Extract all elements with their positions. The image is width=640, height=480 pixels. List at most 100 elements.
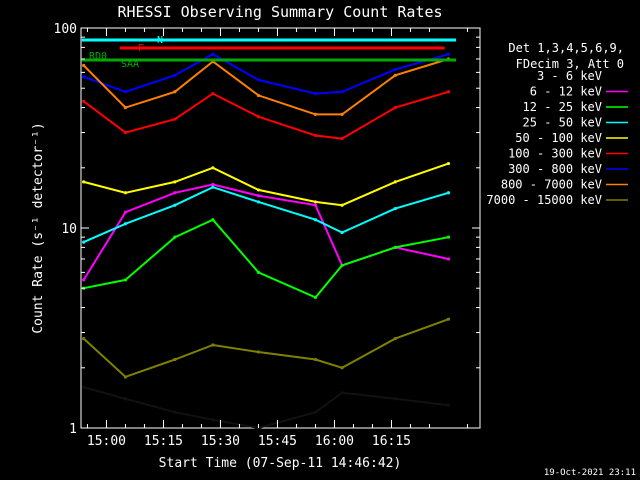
data-point [256, 115, 261, 119]
data-point [313, 112, 318, 116]
data-point [256, 194, 261, 198]
data-point [173, 357, 177, 362]
data-point [123, 210, 128, 214]
annotation-label: N [157, 35, 163, 46]
data-point [256, 93, 261, 98]
data-point [173, 235, 177, 239]
data-point [123, 130, 128, 135]
timestamp: 19-Oct-2021 23:11 [544, 468, 636, 478]
data-point [82, 385, 86, 389]
data-point [82, 75, 86, 79]
axis-layer: 1 10 100 15:00 15:15 15:30 15:45 16:00 16:15 [54, 22, 480, 449]
data-point [123, 191, 128, 195]
x-tick-label: 15:00 [87, 434, 126, 449]
data-point [446, 191, 451, 195]
data-point [313, 200, 318, 204]
data-point [256, 350, 261, 354]
data-point [340, 366, 344, 370]
data-point [211, 52, 215, 56]
data-point [446, 403, 451, 407]
annotation-layer: N F RD0 SAA [81, 35, 457, 70]
data-point [313, 295, 318, 299]
x-tick-label: 15:15 [144, 434, 183, 449]
data-point [340, 263, 344, 268]
data-point [446, 235, 451, 239]
legend-label: 3 - 6 keV [537, 69, 602, 83]
annotation-label: SAA [121, 59, 139, 70]
legend-label: 7000 - 15000 keV [486, 193, 602, 207]
data-point [340, 230, 344, 235]
data-point [446, 317, 451, 321]
y-tick-label: 1 [69, 422, 77, 437]
data-point [340, 391, 344, 395]
data-point [313, 91, 318, 96]
legend-title: Det 1,3,4,5,6,9, [508, 41, 624, 55]
legend-label: 25 - 50 keV [523, 116, 602, 130]
data-point [173, 73, 177, 77]
y-tick-label: 100 [54, 22, 77, 37]
data-point [393, 180, 397, 184]
x-tick-label: 15:30 [201, 434, 240, 449]
legend-label: 300 - 800 keV [508, 162, 602, 176]
data-point [393, 397, 397, 401]
data-point [211, 418, 215, 422]
data-point [313, 218, 318, 222]
data-point [211, 218, 215, 222]
annotation-label: F [138, 43, 144, 54]
data-point [82, 180, 86, 184]
data-point [313, 410, 318, 414]
data-point [173, 90, 177, 94]
data-point [123, 105, 128, 110]
series-line-4 [83, 162, 449, 207]
data-point [82, 99, 86, 103]
data-point [393, 207, 397, 211]
data-point [211, 343, 215, 347]
data-point [211, 185, 215, 189]
data-point [313, 133, 318, 138]
series-layer [82, 52, 451, 430]
data-point [173, 191, 177, 195]
series-line-8 [83, 318, 449, 379]
data-point [256, 78, 261, 82]
series-line-1 [82, 183, 449, 281]
data-point [173, 180, 177, 184]
data-point [82, 240, 86, 244]
data-point [393, 73, 397, 77]
data-point [256, 188, 261, 192]
data-point [340, 90, 344, 94]
data-point [446, 257, 451, 261]
annotation-label: RD0 [89, 51, 107, 62]
series-line-3 [83, 186, 449, 244]
x-tick-label: 16:00 [315, 434, 354, 449]
data-point [173, 203, 177, 207]
data-point [446, 90, 451, 94]
data-point [82, 336, 86, 341]
legend-label: 100 - 300 keV [508, 147, 602, 161]
data-point [82, 63, 86, 68]
data-point [446, 161, 451, 166]
plot-frame [80, 27, 481, 429]
data-point [313, 357, 318, 362]
data-point [211, 182, 215, 187]
data-point [340, 136, 344, 141]
legend-label: 800 - 7000 keV [501, 178, 602, 192]
data-point [340, 112, 344, 116]
data-point [393, 336, 397, 341]
data-point [123, 375, 128, 379]
data-point [256, 200, 261, 204]
data-point [82, 278, 86, 282]
data-point [211, 91, 215, 96]
data-point [123, 278, 128, 282]
series-line-0 [83, 386, 449, 430]
data-point [393, 105, 397, 110]
data-point [123, 397, 128, 401]
data-point [211, 166, 215, 170]
chart-title: RHESSI Observing Summary Count Rates [117, 3, 442, 21]
y-tick-label: 10 [61, 222, 77, 237]
legend-label: 6 - 12 keV [530, 85, 602, 99]
x-tick-label: 15:45 [258, 434, 297, 449]
data-point [256, 270, 261, 274]
data-point [313, 203, 318, 207]
data-point [173, 117, 177, 121]
